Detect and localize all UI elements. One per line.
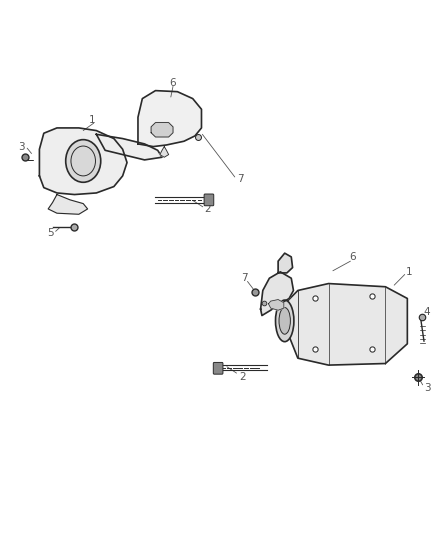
Polygon shape <box>261 272 293 316</box>
Polygon shape <box>151 123 173 137</box>
Text: 4: 4 <box>424 307 431 317</box>
Text: 5: 5 <box>47 229 54 238</box>
Polygon shape <box>285 284 407 365</box>
Polygon shape <box>48 195 88 214</box>
Polygon shape <box>268 300 284 310</box>
Polygon shape <box>278 253 293 273</box>
Text: 6: 6 <box>349 252 356 262</box>
Polygon shape <box>96 134 162 160</box>
Polygon shape <box>160 147 169 157</box>
Text: 7: 7 <box>237 174 244 183</box>
FancyBboxPatch shape <box>213 362 223 374</box>
Circle shape <box>66 140 101 182</box>
Text: 6: 6 <box>170 78 177 87</box>
Polygon shape <box>39 128 127 195</box>
Ellipse shape <box>279 308 290 334</box>
Text: 1: 1 <box>88 115 95 125</box>
Text: 7: 7 <box>241 273 248 283</box>
Ellipse shape <box>276 300 294 342</box>
FancyBboxPatch shape <box>204 194 214 206</box>
Text: 1: 1 <box>406 267 413 277</box>
Text: 3: 3 <box>18 142 25 151</box>
Text: 3: 3 <box>424 383 431 393</box>
Text: 2: 2 <box>239 373 246 382</box>
Polygon shape <box>138 91 201 147</box>
Text: 2: 2 <box>205 204 212 214</box>
